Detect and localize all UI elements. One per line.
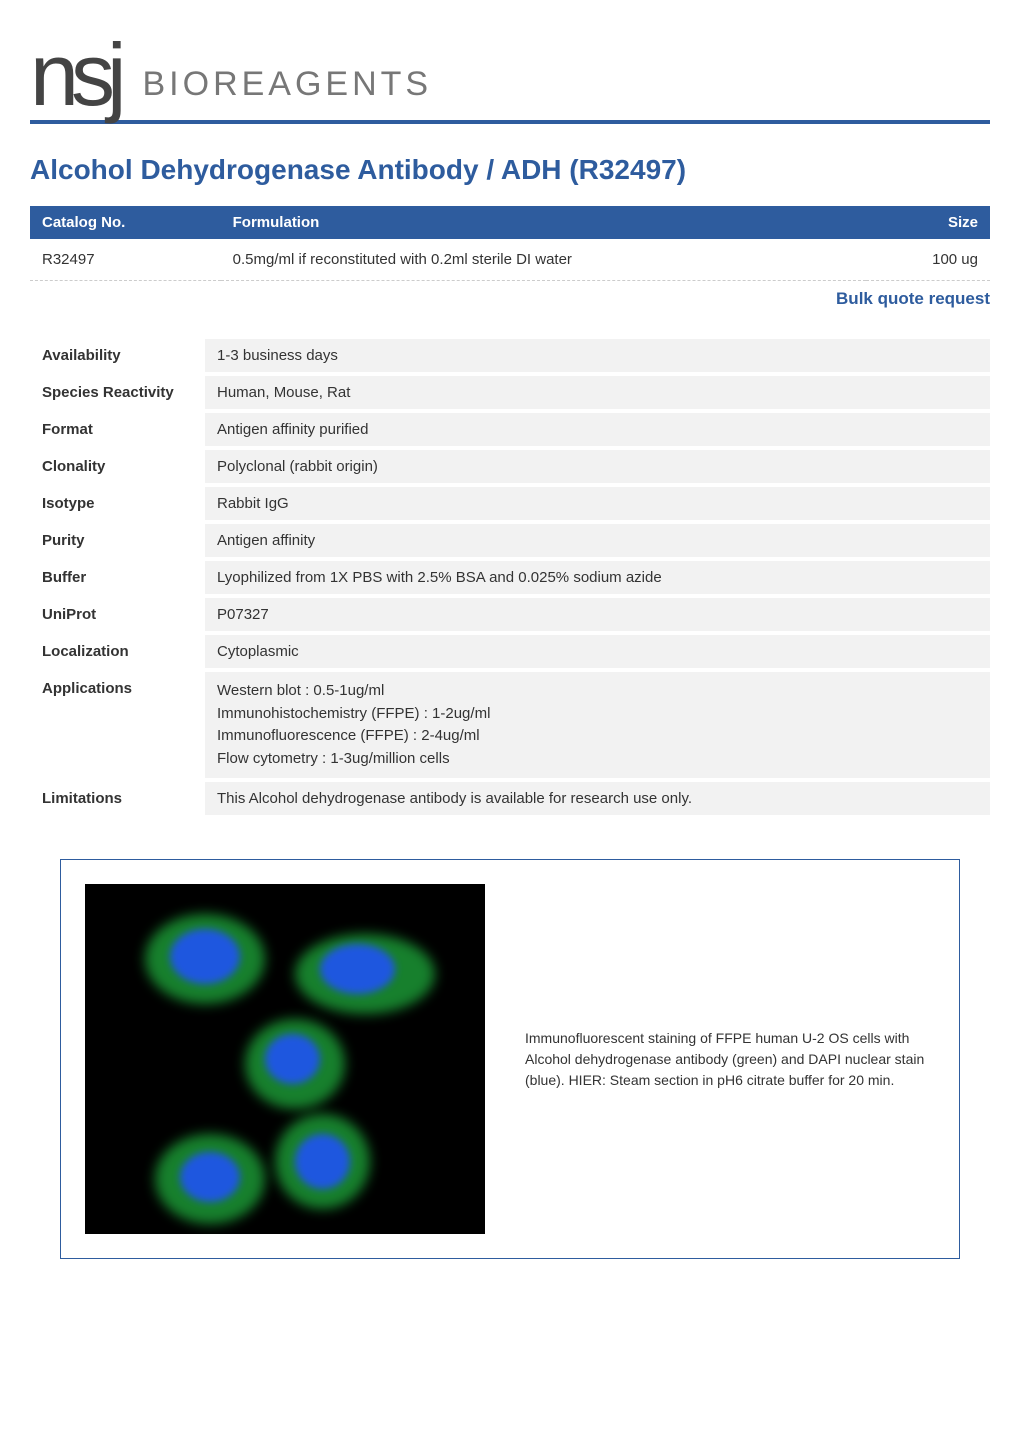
spec-value: Lyophilized from 1X PBS with 2.5% BSA an… — [205, 559, 990, 596]
spec-label: Purity — [30, 522, 205, 559]
spec-value: Antigen affinity purified — [205, 411, 990, 448]
logo-secondary: BIOREAGENTS — [143, 65, 433, 104]
logo-header: nsj BIOREAGENTS — [30, 40, 990, 110]
spec-row: BufferLyophilized from 1X PBS with 2.5% … — [30, 559, 990, 596]
catalog-row: R32497 0.5mg/ml if reconstituted with 0.… — [30, 239, 990, 281]
spec-row: ClonalityPolyclonal (rabbit origin) — [30, 448, 990, 485]
spec-value: P07327 — [205, 596, 990, 633]
spec-row: FormatAntigen affinity purified — [30, 411, 990, 448]
catalog-header-no: Catalog No. — [30, 206, 221, 239]
catalog-formulation: 0.5mg/ml if reconstituted with 0.2ml ste… — [221, 239, 866, 281]
catalog-header-formulation: Formulation — [221, 206, 866, 239]
bulk-quote-link[interactable]: Bulk quote request — [30, 289, 990, 309]
spec-row: Species ReactivityHuman, Mouse, Rat — [30, 374, 990, 411]
spec-row: LimitationsThis Alcohol dehydrogenase an… — [30, 780, 990, 817]
spec-label: Isotype — [30, 485, 205, 522]
spec-label: Clonality — [30, 448, 205, 485]
page-title: Alcohol Dehydrogenase Antibody / ADH (R3… — [30, 154, 990, 186]
spec-label: Buffer — [30, 559, 205, 596]
catalog-table: Catalog No. Formulation Size R32497 0.5m… — [30, 206, 990, 281]
spec-value: Human, Mouse, Rat — [205, 374, 990, 411]
spec-row: UniProtP07327 — [30, 596, 990, 633]
spec-row: ApplicationsWestern blot : 0.5-1ug/ml Im… — [30, 670, 990, 780]
spec-label: Applications — [30, 670, 205, 780]
spec-value: Polyclonal (rabbit origin) — [205, 448, 990, 485]
spec-row: IsotypeRabbit IgG — [30, 485, 990, 522]
spec-table: Availability1-3 business daysSpecies Rea… — [30, 339, 990, 819]
spec-value: Antigen affinity — [205, 522, 990, 559]
spec-value: Cytoplasmic — [205, 633, 990, 670]
spec-label: Species Reactivity — [30, 374, 205, 411]
catalog-size: 100 ug — [866, 239, 990, 281]
spec-row: LocalizationCytoplasmic — [30, 633, 990, 670]
image-panel: Immunofluorescent staining of FFPE human… — [60, 859, 960, 1259]
spec-label: Availability — [30, 339, 205, 374]
logo-primary: nsj — [30, 40, 119, 110]
spec-label: Format — [30, 411, 205, 448]
header-divider — [30, 120, 990, 124]
immunofluorescence-image — [85, 884, 485, 1234]
image-caption: Immunofluorescent staining of FFPE human… — [525, 1028, 935, 1091]
spec-label: Localization — [30, 633, 205, 670]
spec-value: Rabbit IgG — [205, 485, 990, 522]
spec-label: UniProt — [30, 596, 205, 633]
catalog-header-size: Size — [866, 206, 990, 239]
spec-value: This Alcohol dehydrogenase antibody is a… — [205, 780, 990, 817]
spec-label: Limitations — [30, 780, 205, 817]
spec-row: Availability1-3 business days — [30, 339, 990, 374]
spec-value: Western blot : 0.5-1ug/ml Immunohistoche… — [205, 670, 990, 780]
spec-value: 1-3 business days — [205, 339, 990, 374]
spec-row: PurityAntigen affinity — [30, 522, 990, 559]
catalog-no: R32497 — [30, 239, 221, 281]
